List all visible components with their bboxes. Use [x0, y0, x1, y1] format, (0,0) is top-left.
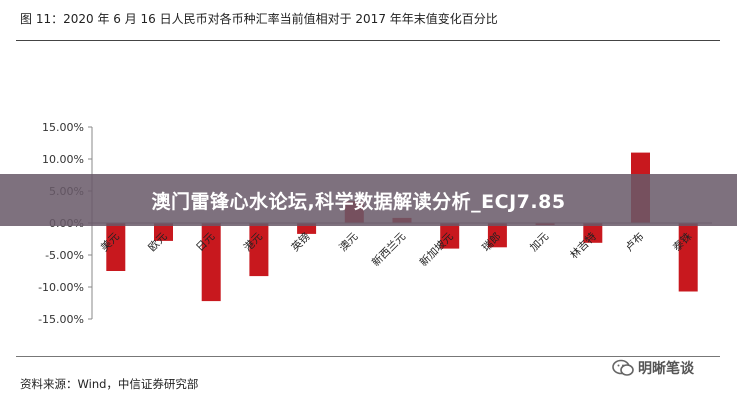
category-label: 加元 — [528, 230, 552, 254]
bar-2 — [154, 223, 173, 241]
watermark-label: 明晰笔谈 — [638, 361, 694, 377]
bar-3 — [201, 223, 221, 302]
category-labels: 美元 欧元 日元 港元 英镑 澳元 新西兰元 新加坡元 瑞郎 加元 林吉特 卢布 泰铢 — [98, 230, 695, 269]
bar-11 — [583, 223, 603, 243]
wechat-logo-icon — [612, 359, 634, 376]
banner-text: 澳门雷锋心水论坛,科学数据解读分析_ECJ7.85 — [151, 190, 566, 213]
y-tick-label: -10.00% — [38, 281, 84, 294]
category-label: 卢布 — [623, 230, 647, 254]
bar-4 — [249, 223, 269, 277]
figure-title: 图 11：2020 年 6 月 16 日人民币对各币种汇率当前值相对于 2017… — [20, 12, 498, 26]
watermark: 明晰笔谈 — [612, 358, 694, 378]
y-tick-label: 15.00% — [42, 121, 84, 134]
y-tick-label: -5.00% — [45, 249, 84, 262]
bar-8 — [440, 223, 460, 249]
y-tick-label: -15.00% — [38, 313, 84, 326]
bar-5 — [297, 223, 317, 234]
bar-9 — [487, 223, 507, 248]
bar-1 — [106, 223, 126, 271]
source-note: 资料来源：Wind，中信证券研究部 — [20, 377, 199, 391]
category-label: 新西兰元 — [369, 230, 408, 269]
overlay-banner: 澳门雷锋心水论坛,科学数据解读分析_ECJ7.85 — [0, 174, 737, 226]
title-rule — [16, 40, 720, 41]
category-label: 澳元 — [336, 230, 360, 254]
footer-rule — [16, 356, 720, 357]
category-label: 新加坡元 — [417, 230, 456, 269]
bar-13 — [678, 223, 698, 292]
y-tick-label: 10.00% — [42, 153, 84, 166]
